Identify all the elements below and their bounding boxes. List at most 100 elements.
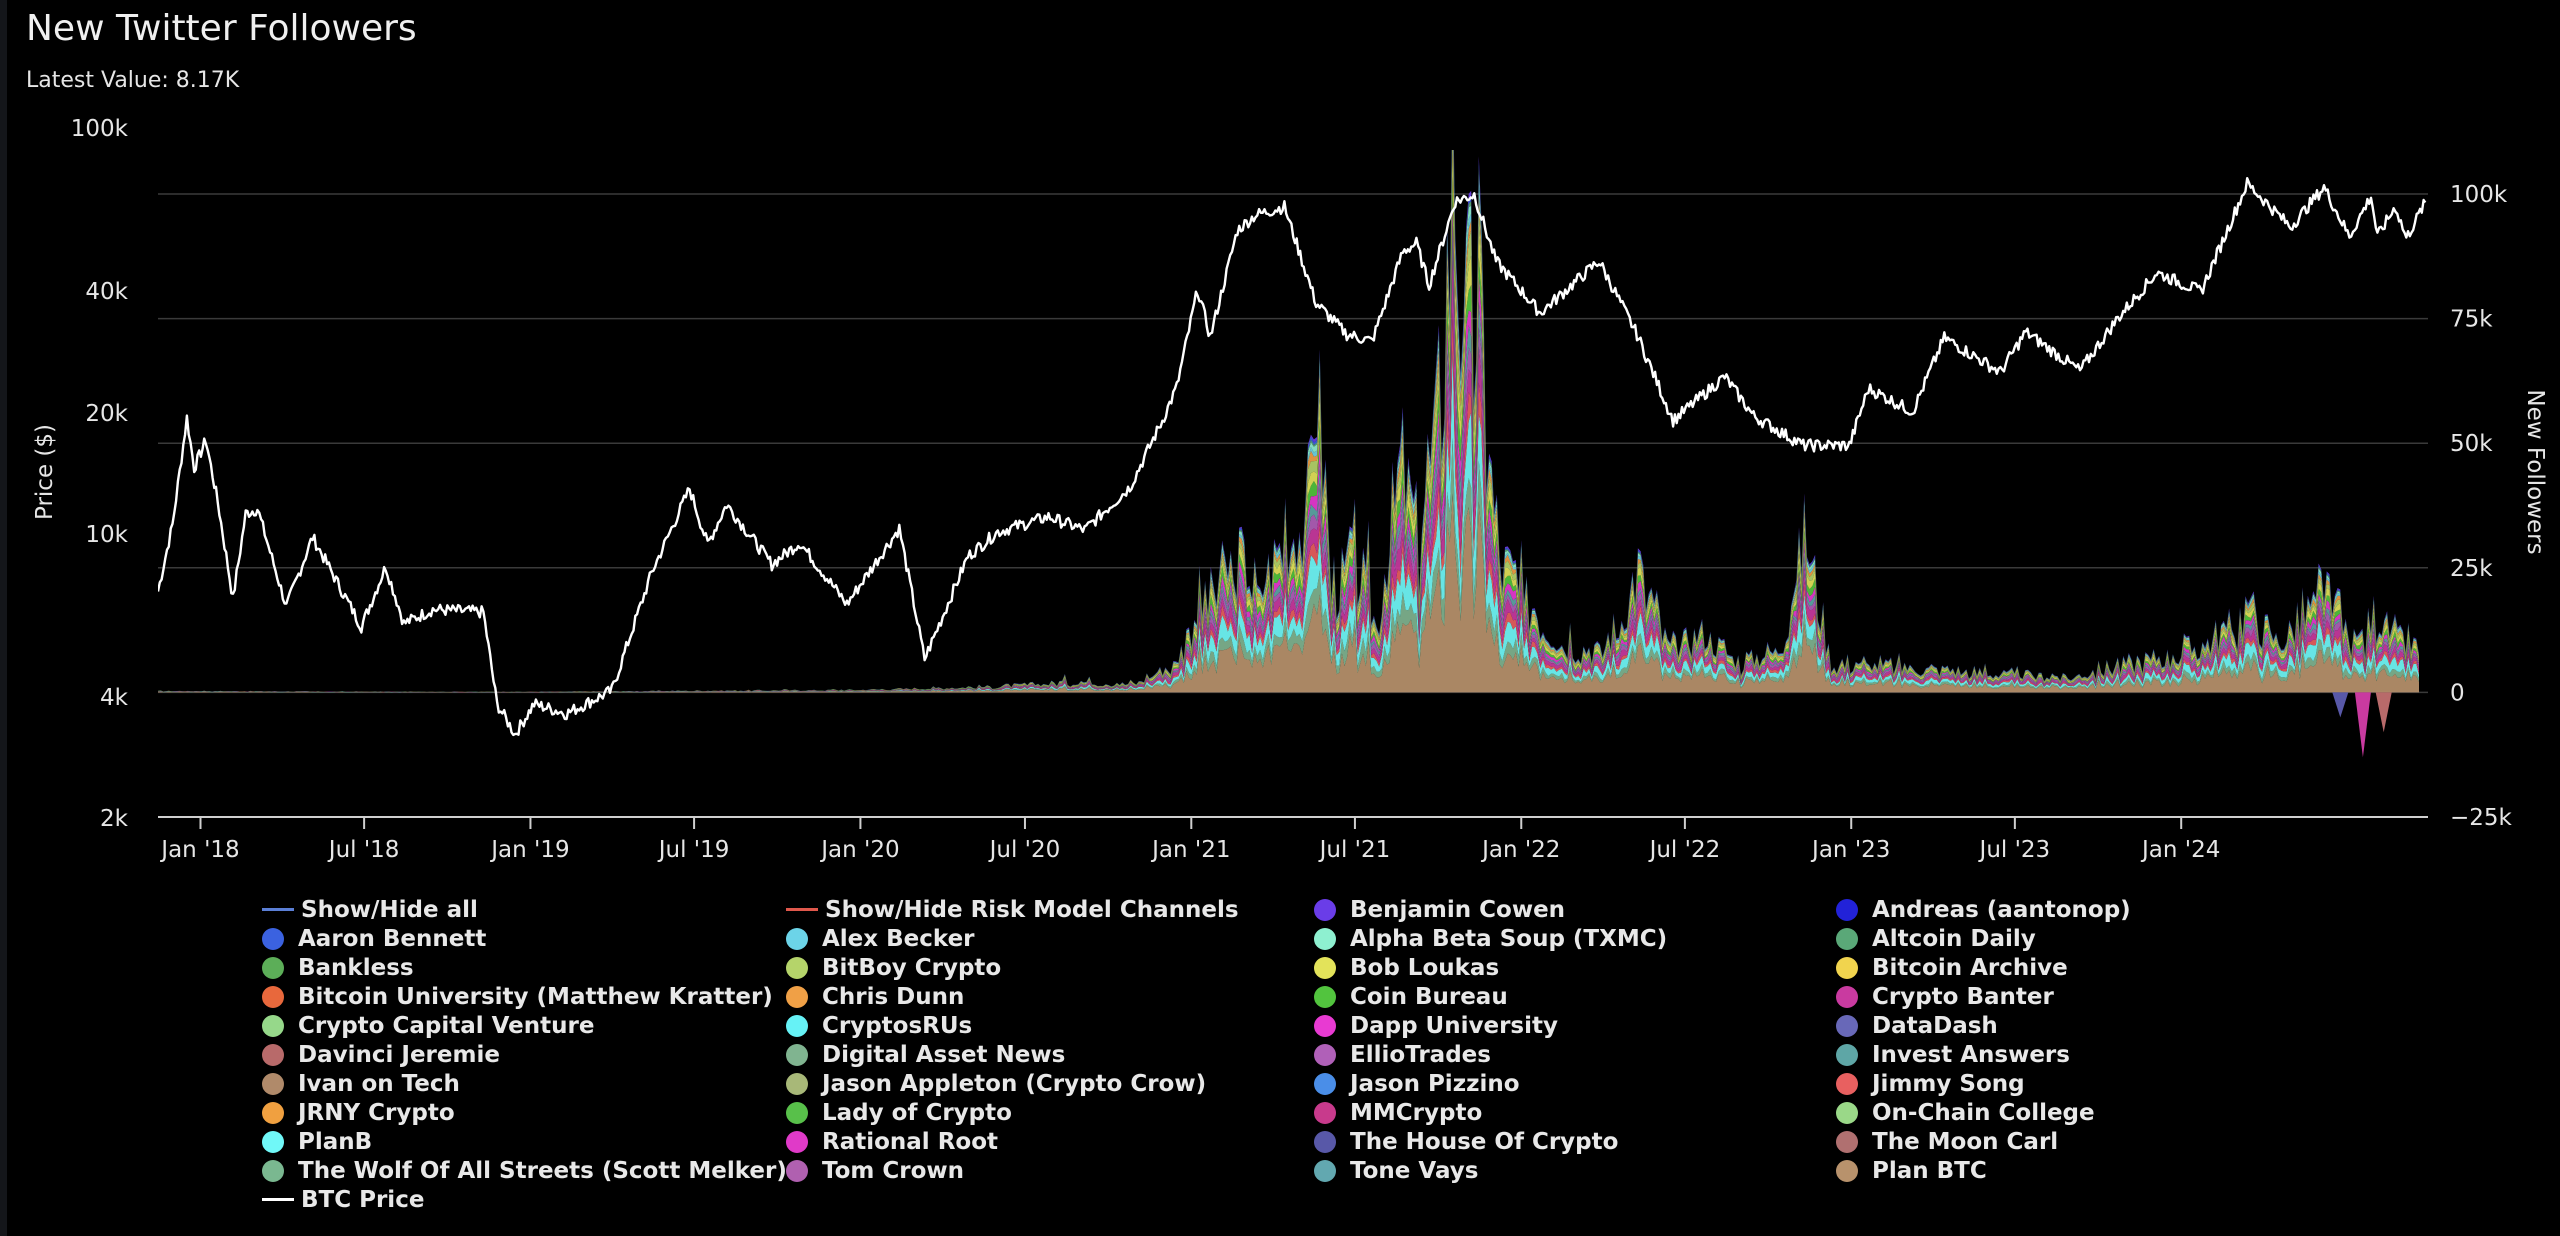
legend-label: BitBoy Crypto bbox=[822, 954, 1002, 981]
legend-item[interactable]: Tom Crown bbox=[786, 1156, 964, 1185]
legend-item[interactable]: The Wolf Of All Streets (Scott Melker) bbox=[262, 1156, 787, 1185]
legend-label: Bankless bbox=[298, 954, 414, 981]
legend-item[interactable]: EllioTrades bbox=[1314, 1040, 1491, 1069]
left-tick-label: 10k bbox=[85, 522, 128, 548]
legend-item[interactable]: The Moon Carl bbox=[1836, 1127, 2058, 1156]
legend-dot-marker bbox=[1314, 1130, 1336, 1153]
left-tick-label: 20k bbox=[85, 401, 128, 427]
legend-item[interactable]: The House Of Crypto bbox=[1314, 1127, 1618, 1156]
legend-item[interactable]: Alpha Beta Soup (TXMC) bbox=[1314, 924, 1667, 953]
legend-dot-marker bbox=[786, 1159, 808, 1182]
legend-label: Andreas (aantonop) bbox=[1872, 896, 2131, 923]
legend-item[interactable]: Coin Bureau bbox=[1314, 982, 1508, 1011]
legend-item[interactable]: BitBoy Crypto bbox=[786, 953, 1001, 982]
legend-label: Altcoin Daily bbox=[1872, 925, 2036, 952]
legend-dot-marker bbox=[786, 1072, 808, 1095]
follower-band-0 bbox=[158, 493, 2419, 693]
legend-label: Digital Asset News bbox=[822, 1041, 1066, 1068]
legend-item[interactable]: Show/Hide Risk Model Channels bbox=[786, 895, 1239, 924]
legend-dot-marker bbox=[1314, 1072, 1336, 1095]
legend-label: The Wolf Of All Streets (Scott Melker) bbox=[298, 1157, 787, 1184]
legend-item[interactable]: Andreas (aantonop) bbox=[1836, 895, 2131, 924]
legend-dot-marker bbox=[1836, 985, 1858, 1008]
legend-item[interactable]: Plan BTC bbox=[1836, 1156, 1987, 1185]
legend-label: Show/Hide Risk Model Channels bbox=[825, 896, 1239, 923]
axes: 100k 75k 50k 25k 0 −25k 100k 40k 20k 10k 4k 2k Jan '… bbox=[32, 116, 2548, 863]
left-tick-label: 40k bbox=[85, 279, 128, 305]
legend-label: PlanB bbox=[298, 1128, 373, 1155]
grid-lines bbox=[158, 193, 2428, 818]
legend-item[interactable]: Dapp University bbox=[1314, 1011, 1558, 1040]
legend-dot-marker bbox=[1836, 956, 1858, 979]
legend-dot-marker bbox=[1314, 1014, 1336, 1037]
x-tick-label: Jan '19 bbox=[489, 837, 569, 863]
legend-label: Bitcoin University (Matthew Kratter) bbox=[298, 983, 773, 1010]
legend-dot-marker bbox=[262, 956, 284, 979]
follower-dip-1 bbox=[2375, 692, 2392, 733]
legend-item[interactable]: Altcoin Daily bbox=[1836, 924, 2036, 953]
legend-label: Ivan on Tech bbox=[298, 1070, 460, 1097]
legend-dot-marker bbox=[262, 985, 284, 1008]
legend-item[interactable]: Invest Answers bbox=[1836, 1040, 2070, 1069]
legend-item[interactable]: Bob Loukas bbox=[1314, 953, 1499, 982]
legend-dot-marker bbox=[1836, 927, 1858, 950]
legend-item[interactable]: DataDash bbox=[1836, 1011, 1998, 1040]
legend-item[interactable]: MMCrypto bbox=[1314, 1098, 1482, 1127]
legend-item[interactable]: Jason Pizzino bbox=[1314, 1069, 1520, 1098]
x-tick-label: Jan '18 bbox=[159, 837, 239, 863]
legend-label: Crypto Banter bbox=[1872, 983, 2054, 1010]
left-tick-label: 2k bbox=[100, 806, 129, 832]
left-axis-title: Price ($) bbox=[32, 424, 58, 520]
latest-value: Latest Value: 8.17K bbox=[26, 68, 240, 93]
legend-item[interactable]: PlanB bbox=[262, 1127, 372, 1156]
legend-item[interactable]: Rational Root bbox=[786, 1127, 998, 1156]
follower-dip-0 bbox=[2354, 692, 2371, 758]
legend-dot-marker bbox=[262, 1014, 284, 1037]
legend-item[interactable]: Jimmy Song bbox=[1836, 1069, 2025, 1098]
x-tick-label: Jan '24 bbox=[2140, 837, 2220, 863]
legend-dot-marker bbox=[1314, 1159, 1336, 1182]
legend-item[interactable]: Jason Appleton (Crypto Crow) bbox=[786, 1069, 1206, 1098]
right-tick-label: 75k bbox=[2450, 307, 2493, 333]
legend-dot-marker bbox=[1314, 927, 1336, 950]
legend-item[interactable]: Bankless bbox=[262, 953, 414, 982]
legend-dot-marker bbox=[262, 1130, 284, 1153]
legend-item[interactable]: Crypto Banter bbox=[1836, 982, 2054, 1011]
legend-item[interactable]: BTC Price bbox=[262, 1185, 424, 1214]
legend-item[interactable]: On-Chain College bbox=[1836, 1098, 2095, 1127]
legend-label: Coin Bureau bbox=[1350, 983, 1508, 1010]
legend-item[interactable]: Digital Asset News bbox=[786, 1040, 1065, 1069]
legend-item[interactable]: Alex Becker bbox=[786, 924, 975, 953]
legend-item[interactable]: Ivan on Tech bbox=[262, 1069, 460, 1098]
legend-item[interactable]: CryptosRUs bbox=[786, 1011, 972, 1040]
legend-item[interactable]: Tone Vays bbox=[1314, 1156, 1478, 1185]
legend-item[interactable]: Crypto Capital Venture bbox=[262, 1011, 594, 1040]
legend-item[interactable]: Bitcoin Archive bbox=[1836, 953, 2068, 982]
legend-item[interactable]: Chris Dunn bbox=[786, 982, 964, 1011]
frame-edge bbox=[0, 0, 7, 1236]
legend-dot-marker bbox=[1314, 898, 1336, 921]
legend-item[interactable]: JRNY Crypto bbox=[262, 1098, 455, 1127]
legend-item[interactable]: Benjamin Cowen bbox=[1314, 895, 1565, 924]
legend-item[interactable]: Aaron Bennett bbox=[262, 924, 486, 953]
legend-line-marker bbox=[262, 908, 294, 911]
legend-label: Invest Answers bbox=[1872, 1041, 2070, 1068]
right-axis-title: New Followers bbox=[2522, 389, 2548, 554]
legend-label: Benjamin Cowen bbox=[1350, 896, 1566, 923]
legend-label: CryptosRUs bbox=[822, 1012, 973, 1039]
x-tick-label: Jul '21 bbox=[1318, 837, 1391, 863]
legend-dot-marker bbox=[786, 1014, 808, 1037]
legend-item[interactable]: Davinci Jeremie bbox=[262, 1040, 500, 1069]
legend-item[interactable]: Lady of Crypto bbox=[786, 1098, 1012, 1127]
legend-label: Alex Becker bbox=[822, 925, 975, 952]
legend-label: JRNY Crypto bbox=[298, 1099, 455, 1126]
legend-dot-marker bbox=[786, 985, 808, 1008]
right-tick-label: 0 bbox=[2450, 680, 2465, 706]
legend-item[interactable]: Show/Hide all bbox=[262, 895, 478, 924]
legend-label: Tom Crown bbox=[822, 1157, 965, 1184]
legend-dot-marker bbox=[1314, 1043, 1336, 1066]
follower-band-1 bbox=[158, 437, 2419, 693]
legend-item[interactable]: Bitcoin University (Matthew Kratter) bbox=[262, 982, 773, 1011]
legend-dot-marker bbox=[1836, 898, 1858, 921]
